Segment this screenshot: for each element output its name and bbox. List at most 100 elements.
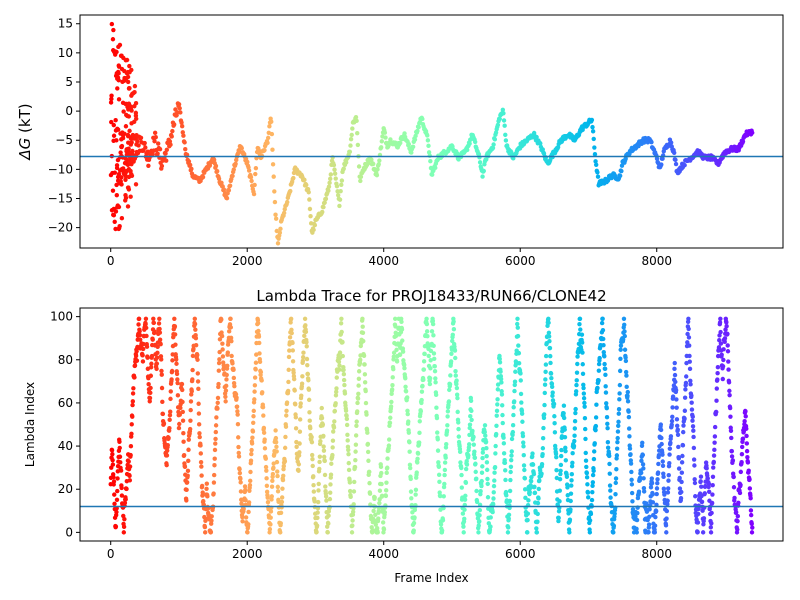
lambda-point xyxy=(561,411,566,416)
lambda-point xyxy=(461,530,466,535)
lambda-point xyxy=(724,324,729,329)
lambda-point xyxy=(456,420,461,425)
lambda-point xyxy=(262,446,268,451)
lambda-point xyxy=(558,453,564,459)
lambda-point xyxy=(199,464,204,469)
delta-g-point xyxy=(116,204,122,210)
lambda-point xyxy=(630,499,635,504)
lambda-point xyxy=(739,444,745,450)
lambda-point xyxy=(592,449,597,454)
lambda-point xyxy=(548,353,553,359)
lambda-point xyxy=(499,389,504,394)
lambda-point xyxy=(388,415,393,420)
delta-g-point xyxy=(125,204,131,209)
lambda-point xyxy=(325,530,330,535)
delta-g-point xyxy=(253,171,258,177)
lambda-point xyxy=(148,373,154,378)
delta-g-point xyxy=(326,188,331,193)
delta-g-point xyxy=(129,121,134,126)
delta-g-point xyxy=(429,172,435,177)
lambda-point xyxy=(432,364,437,369)
delta-g-point xyxy=(502,123,507,128)
lambda-point xyxy=(175,393,181,398)
lambda-point xyxy=(543,353,549,359)
lambda-point xyxy=(437,479,442,485)
lambda-point xyxy=(654,491,659,497)
lambda-point xyxy=(607,483,613,488)
delta-g-point xyxy=(337,197,343,202)
lambda-point xyxy=(613,480,618,486)
lambda-point xyxy=(185,473,190,478)
lambda-point xyxy=(278,521,283,526)
lambda-point xyxy=(715,353,721,359)
lambda-point xyxy=(688,378,693,384)
lambda-point xyxy=(591,468,596,474)
lambda-point xyxy=(282,445,288,451)
lambda-point xyxy=(173,342,178,347)
delta-g-point xyxy=(115,76,120,81)
lambda-point xyxy=(424,321,430,327)
lambda-point xyxy=(738,469,744,475)
delta-g-point xyxy=(378,145,384,150)
lambda-point xyxy=(498,376,504,382)
delta-g-point xyxy=(133,182,139,187)
lambda-point xyxy=(432,356,437,361)
lambda-point xyxy=(216,360,222,366)
lambda-point xyxy=(512,382,517,388)
lambda-point xyxy=(123,497,128,502)
delta-g-point xyxy=(127,63,132,69)
lambda-point xyxy=(117,454,123,459)
lambda-point xyxy=(534,526,539,531)
lambda-point xyxy=(309,452,315,458)
delta-g-point xyxy=(348,136,354,142)
lambda-point xyxy=(695,529,700,535)
lambda-point xyxy=(390,375,395,380)
delta-g-point xyxy=(109,119,114,125)
lambda-point xyxy=(537,478,542,483)
lambda-point xyxy=(234,395,239,400)
lambda-point xyxy=(507,498,513,504)
lambda-point xyxy=(744,441,750,446)
lambda-point xyxy=(195,352,200,358)
delta-g-point xyxy=(377,158,382,163)
lambda-point xyxy=(378,464,384,470)
lambda-point xyxy=(617,391,622,396)
lambda-point xyxy=(543,362,549,367)
delta-g-point xyxy=(281,210,287,216)
delta-g-point xyxy=(246,168,252,173)
delta-g-point xyxy=(128,106,134,111)
lambda-point xyxy=(360,324,365,329)
lambda-point xyxy=(709,500,715,506)
lambda-point xyxy=(584,475,590,480)
lambda-point xyxy=(690,414,695,419)
delta-g-y-tick-label: −20 xyxy=(48,221,73,235)
lambda-point xyxy=(708,530,714,535)
delta-g-x-ticks: 0 2000 4000 6000 8000 xyxy=(107,248,672,268)
lambda-point xyxy=(735,518,740,524)
delta-g-point xyxy=(337,203,342,209)
delta-g-point xyxy=(348,143,353,148)
lambda-point xyxy=(557,499,562,504)
lambda-point xyxy=(520,419,525,424)
lambda-point xyxy=(464,462,470,467)
lambda-axes-frame xyxy=(79,307,784,542)
lambda-point xyxy=(678,495,684,501)
lambda-point xyxy=(255,320,261,326)
lambda-point xyxy=(197,431,202,436)
lambda-point xyxy=(201,498,206,504)
lambda-point xyxy=(133,353,139,359)
lambda-point xyxy=(615,439,620,445)
lambda-point xyxy=(640,462,646,467)
delta-g-point xyxy=(500,107,506,112)
lambda-point xyxy=(137,337,143,342)
lambda-point xyxy=(280,477,286,483)
delta-g-point xyxy=(150,152,155,157)
lambda-point xyxy=(622,347,628,352)
delta-g-point xyxy=(119,137,124,142)
lambda-point xyxy=(494,408,500,414)
lambda-point xyxy=(293,426,299,431)
lambda-point xyxy=(493,443,498,449)
delta-g-point xyxy=(538,141,543,146)
lambda-point xyxy=(132,363,138,368)
